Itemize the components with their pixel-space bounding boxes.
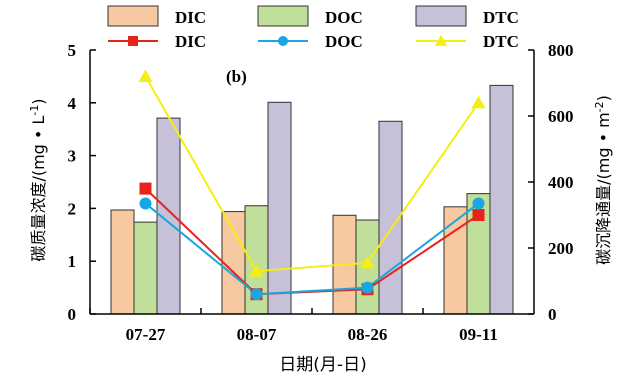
bar-doc-07-27 — [133, 221, 158, 315]
left-axis-label-sup: -1 — [28, 105, 41, 116]
left-axis-label: 碳质量浓度/(mg • L-1) — [28, 98, 48, 261]
bar-dtc-08-07 — [267, 101, 292, 315]
legend-swatch-bar-dic — [107, 5, 159, 27]
legend-marker-doc — [278, 36, 288, 46]
axes: 0 1 2 3 4 5 0 200 400 600 800 07-27 08-07 08-26 09-11 — [68, 41, 574, 344]
marker-dtc-09-11 — [471, 95, 486, 109]
left-tick-label-5: 5 — [68, 41, 77, 60]
left-tick-label-4: 4 — [68, 94, 77, 113]
right-tick-label-200: 200 — [548, 239, 574, 258]
markers-layer — [138, 69, 486, 301]
legend-label-line-doc: DOC — [325, 32, 363, 51]
legend-label-line-dic: DIC — [175, 32, 206, 51]
lines-layer — [144, 75, 480, 296]
legend-label-line-dtc: DTC — [483, 32, 519, 51]
line-dtc — [144, 75, 480, 273]
line-doc — [144, 202, 480, 296]
marker-doc-07-27 — [139, 197, 152, 210]
left-tick-label-0: 0 — [68, 305, 77, 324]
marker-doc-09-11 — [472, 197, 485, 210]
marker-dic-09-11 — [472, 209, 485, 221]
right-tick-label-800: 800 — [548, 41, 574, 60]
right-tick-label-0: 0 — [548, 305, 557, 324]
x-tick-label-08-26: 08-26 — [348, 325, 388, 344]
bar-dic-08-07 — [221, 211, 246, 315]
legend: DIC DOC DTC DIC DOC DTC — [107, 5, 519, 51]
right-axis-label: 碳沉降通量/(mg • m-2) — [593, 95, 613, 265]
legend-swatch-bar-doc — [257, 5, 309, 27]
right-axis-label-sup: -2 — [593, 101, 606, 112]
right-axis-label-close: ) — [594, 95, 613, 101]
bar-dtc-09-11 — [489, 84, 514, 315]
left-axis-label-text: 碳质量浓度/(mg • L — [29, 116, 48, 262]
marker-dtc-08-07 — [249, 264, 264, 277]
x-tick-label-08-07: 08-07 — [237, 325, 277, 344]
legend-label-bar-dic: DIC — [175, 8, 206, 27]
x-tick-label-07-27: 07-27 — [126, 325, 166, 344]
bar-dic-07-27 — [110, 209, 135, 315]
marker-doc-08-07 — [250, 288, 263, 301]
panel-label: (b) — [226, 67, 247, 86]
left-tick-label-3: 3 — [68, 147, 77, 166]
legend-swatch-bar-dtc — [415, 5, 467, 27]
legend-label-bar-dtc: DTC — [483, 8, 519, 27]
left-axis-label-close: ) — [29, 98, 48, 104]
marker-dtc-08-26 — [360, 255, 375, 269]
left-tick-label-1: 1 — [68, 252, 77, 271]
marker-doc-08-26 — [361, 281, 374, 294]
bar-dic-09-11 — [443, 206, 468, 315]
legend-label-bar-doc: DOC — [325, 8, 363, 27]
x-tick-label-09-11: 09-11 — [459, 325, 498, 344]
marker-dic-07-27 — [139, 182, 152, 195]
x-axis-label: 日期(月-日) — [279, 355, 366, 375]
plot-area — [110, 69, 514, 315]
legend-marker-dic — [128, 36, 138, 46]
right-axis-label-text: 碳沉降通量/(mg • m — [594, 112, 613, 265]
legend-marker-dtc — [435, 35, 447, 46]
marker-dtc-07-27 — [138, 69, 153, 82]
left-tick-label-2: 2 — [68, 199, 77, 218]
right-tick-label-600: 600 — [548, 107, 574, 126]
right-tick-label-400: 400 — [548, 173, 574, 192]
